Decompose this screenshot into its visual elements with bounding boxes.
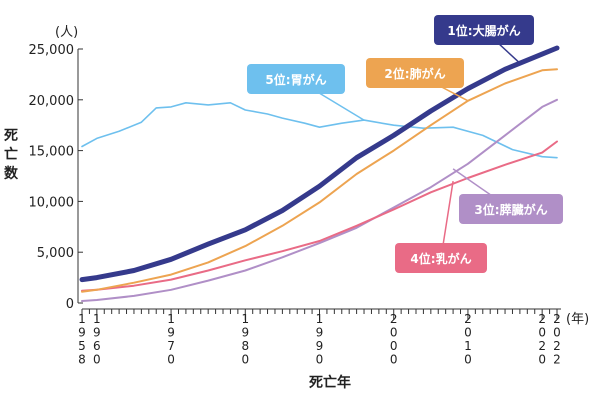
series-labels: 1位:大腸がん 2位:肺がん 3位:膵臓がん 4位:乳がん 5位:胃がん [247, 15, 563, 273]
series-line-3 [81, 98, 558, 302]
series-line-4 [81, 140, 558, 292]
axes: 0 5,000 10,000 15,000 20,000 25,000 1 9 5 8 1 9 6 0 1 9… [29, 43, 561, 367]
series-label-box [434, 15, 534, 45]
y-tick-label: 20,000 [29, 94, 75, 109]
series-label-text: 1位:大腸がん [447, 23, 520, 38]
y-unit-label: (人) [55, 25, 78, 40]
series-line-1 [79, 45, 560, 283]
series-label-text: 4位:乳がん [410, 251, 471, 266]
series-line-5 [81, 102, 558, 159]
series-label-box [247, 64, 345, 94]
y-tick-label: 15,000 [29, 145, 75, 160]
series-label-text: 2位:肺がん [384, 66, 445, 81]
series-label-box [459, 194, 563, 224]
series-label-box [395, 243, 487, 273]
y-axis-title: 死亡数 [3, 128, 19, 182]
y-tick-label: 0 [66, 297, 74, 312]
series-label-text: 3位:膵臓がん [474, 202, 547, 217]
series-label-box [366, 58, 464, 88]
series-line-2 [81, 68, 558, 293]
y-tick-label: 10,000 [29, 195, 75, 210]
y-tick-label: 5,000 [37, 246, 74, 261]
series-label-text: 5位:胃がん [265, 72, 326, 87]
x-axis-title: 死亡年 [308, 374, 351, 391]
x-unit-label: (年) [566, 312, 589, 327]
series-lines [79, 45, 560, 302]
y-tick-label: 25,000 [29, 43, 75, 58]
